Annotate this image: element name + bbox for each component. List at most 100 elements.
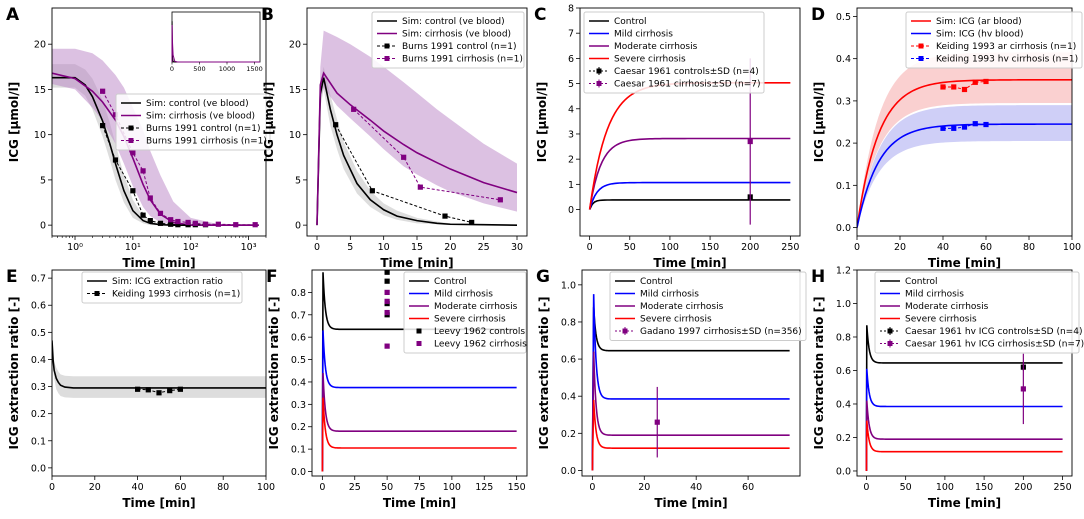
x-tick-label: 20 (444, 242, 456, 253)
y-tick-label: 0.1 (836, 181, 851, 192)
data-point-keiding-1993-ar-cirrhosis-n-1 (972, 79, 978, 85)
x-tick-label: 60 (742, 482, 754, 493)
data-point-keiding-1993-cirrhosis-n-1 (156, 390, 162, 396)
y-tick-label: 1.2 (836, 266, 851, 277)
y-tick-label: 5 (295, 175, 301, 186)
y-tick-label: 7 (568, 29, 574, 40)
x-tick-label: 0 (587, 242, 593, 253)
x-tick-label: 80 (217, 482, 229, 493)
inset-line (171, 24, 260, 63)
series-line-sim-icg-ar-blood (857, 78, 1072, 228)
x-tick-label: 0 (863, 482, 869, 493)
x-tick-label: 100 (1063, 242, 1081, 253)
legend-label: Burns 1991 cirrhosis (n=1) (146, 137, 267, 147)
legend-label: Caesar 1961 controls±SD (n=4) (614, 67, 759, 77)
data-point-caesar-1961-cirrhosis-sd-n-7 (747, 138, 753, 145)
y-tick-label: 0.6 (561, 355, 576, 366)
x-tick-label: 100 (936, 482, 954, 493)
data-point-burns-1991-control-n-1 (333, 122, 339, 128)
legend-label: Burns 1991 control (n=1) (402, 42, 517, 52)
data-point-keiding-1993-hv-cirrhosis-n-1 (983, 121, 989, 128)
data-point-leevy-1962-cirrhosis (384, 343, 390, 349)
y-axis-label: ICG [µmol/l] (7, 82, 21, 162)
data-point-keiding-1993-ar-cirrhosis-n-1 (940, 84, 946, 90)
data-point-keiding-1993-ar-cirrhosis-n-1 (961, 86, 968, 93)
y-tick-label: 0.7 (291, 310, 306, 321)
panel-letter: C (534, 5, 546, 25)
x-tick-label: 25 (349, 482, 361, 493)
y-tick-label: 0.7 (31, 274, 46, 285)
x-tick-label: 10¹ (125, 242, 141, 253)
legend-marker (918, 56, 924, 61)
x-tick-label: 40 (132, 482, 144, 493)
legend-marker (622, 328, 628, 334)
y-tick-label: 0.2 (561, 429, 576, 440)
data-point-keiding-1993-cirrhosis-n-1 (145, 387, 151, 393)
x-tick-label: 0 (314, 242, 320, 253)
y-tick-label: 0 (40, 221, 46, 232)
plot-area (865, 325, 1063, 471)
data-point-burns-1991-cirrhosis-n-1 (215, 221, 221, 227)
data-point-burns-1991-cirrhosis-n-1 (192, 220, 198, 226)
y-tick-label: 8 (568, 4, 574, 15)
legend-label: Sim: control (ve blood) (402, 17, 505, 27)
x-tick-label: 50 (900, 482, 912, 493)
panel-letter: D (811, 5, 825, 25)
x-tick-label: 30 (511, 242, 523, 253)
legend: Sim: ICG (ar blood) Sim: ICG (hv blood) Ke… (905, 11, 1083, 69)
data-point-burns-1991-cirrhosis-n-1 (140, 168, 146, 174)
legend-marker (887, 328, 893, 334)
legend-label: Severe cirrhosis (434, 315, 506, 325)
axes-frame (306, 7, 528, 237)
y-tick-label: 0.1 (291, 445, 306, 456)
data-point-keiding-1993-cirrhosis-n-1 (177, 386, 183, 392)
y-tick-label: 0.2 (836, 433, 851, 444)
data-point-burns-1991-control-n-1 (442, 213, 448, 219)
legend-box (583, 11, 765, 94)
y-tick-label: 0.3 (291, 400, 306, 411)
legend-marker (596, 81, 602, 86)
x-tick-label: 10² (183, 242, 199, 253)
data-point-keiding-1993-cirrhosis-n-1 (135, 386, 141, 392)
series-line-sim-icg-extraction-ratio (52, 340, 266, 389)
data-point-burns-1991-control-n-1 (168, 221, 174, 227)
x-tick-label: 150 (975, 482, 993, 493)
y-tick-label: 0.0 (561, 466, 576, 477)
x-tick-label: 80 (1023, 242, 1035, 253)
data-point-burns-1991-cirrhosis-n-1 (157, 210, 164, 216)
band-sim-icg-hv-blood- (857, 105, 1072, 228)
legend-label: Mild cirrhosis (905, 290, 964, 300)
x-tick-label: 200 (1014, 482, 1032, 493)
axes-frame (51, 269, 267, 477)
x-axis-label: Time [min] (928, 496, 1001, 510)
legend-label: Caesar 1961 cirrhosis±SD (n=7) (614, 80, 761, 90)
series-line-moderate-cirrhosis (591, 351, 790, 471)
data-point-burns-1991-control-n-1 (369, 188, 375, 194)
y-axis-label: ICG extraction ratio [-] (267, 296, 281, 449)
series-line-severe-cirrhosis (865, 420, 1063, 471)
y-tick-label: 0.4 (291, 377, 306, 388)
legend-marker (94, 291, 100, 296)
y-axis-label: ICG [µmol/l] (262, 82, 276, 162)
legend-marker (128, 125, 134, 131)
series-line-moderate-cirrhosis (865, 400, 1063, 471)
x-tick-label: 0 (589, 482, 595, 493)
x-tick-label: 75 (413, 482, 425, 493)
panel-letter: A (6, 5, 20, 25)
series-line-sim-cirrhosis-ve-blood (316, 71, 518, 226)
legend-label: Moderate cirrhosis (905, 302, 989, 312)
y-tick-label: 0.6 (31, 301, 46, 312)
y-tick-label: 15 (34, 85, 46, 96)
series-dashed-burns-1991-control-n-1 (335, 124, 472, 223)
y-tick-label: 0.6 (836, 366, 851, 377)
data-point-burns-1991-cirrhosis-n-1 (100, 88, 106, 94)
y-tick-label: 0 (568, 205, 574, 216)
legend-label: Control (434, 277, 467, 287)
legend-label: Control (614, 17, 647, 27)
y-tick-label: 20 (289, 40, 301, 51)
y-tick-label: 0.0 (836, 466, 851, 477)
y-tick-label: 10 (289, 130, 301, 141)
legend: Control Mild cirrhosis Moderate cirrhosis S… (874, 271, 1084, 354)
legend: Sim: control (ve blood) Sim: cirrhosis (v… (371, 11, 525, 69)
